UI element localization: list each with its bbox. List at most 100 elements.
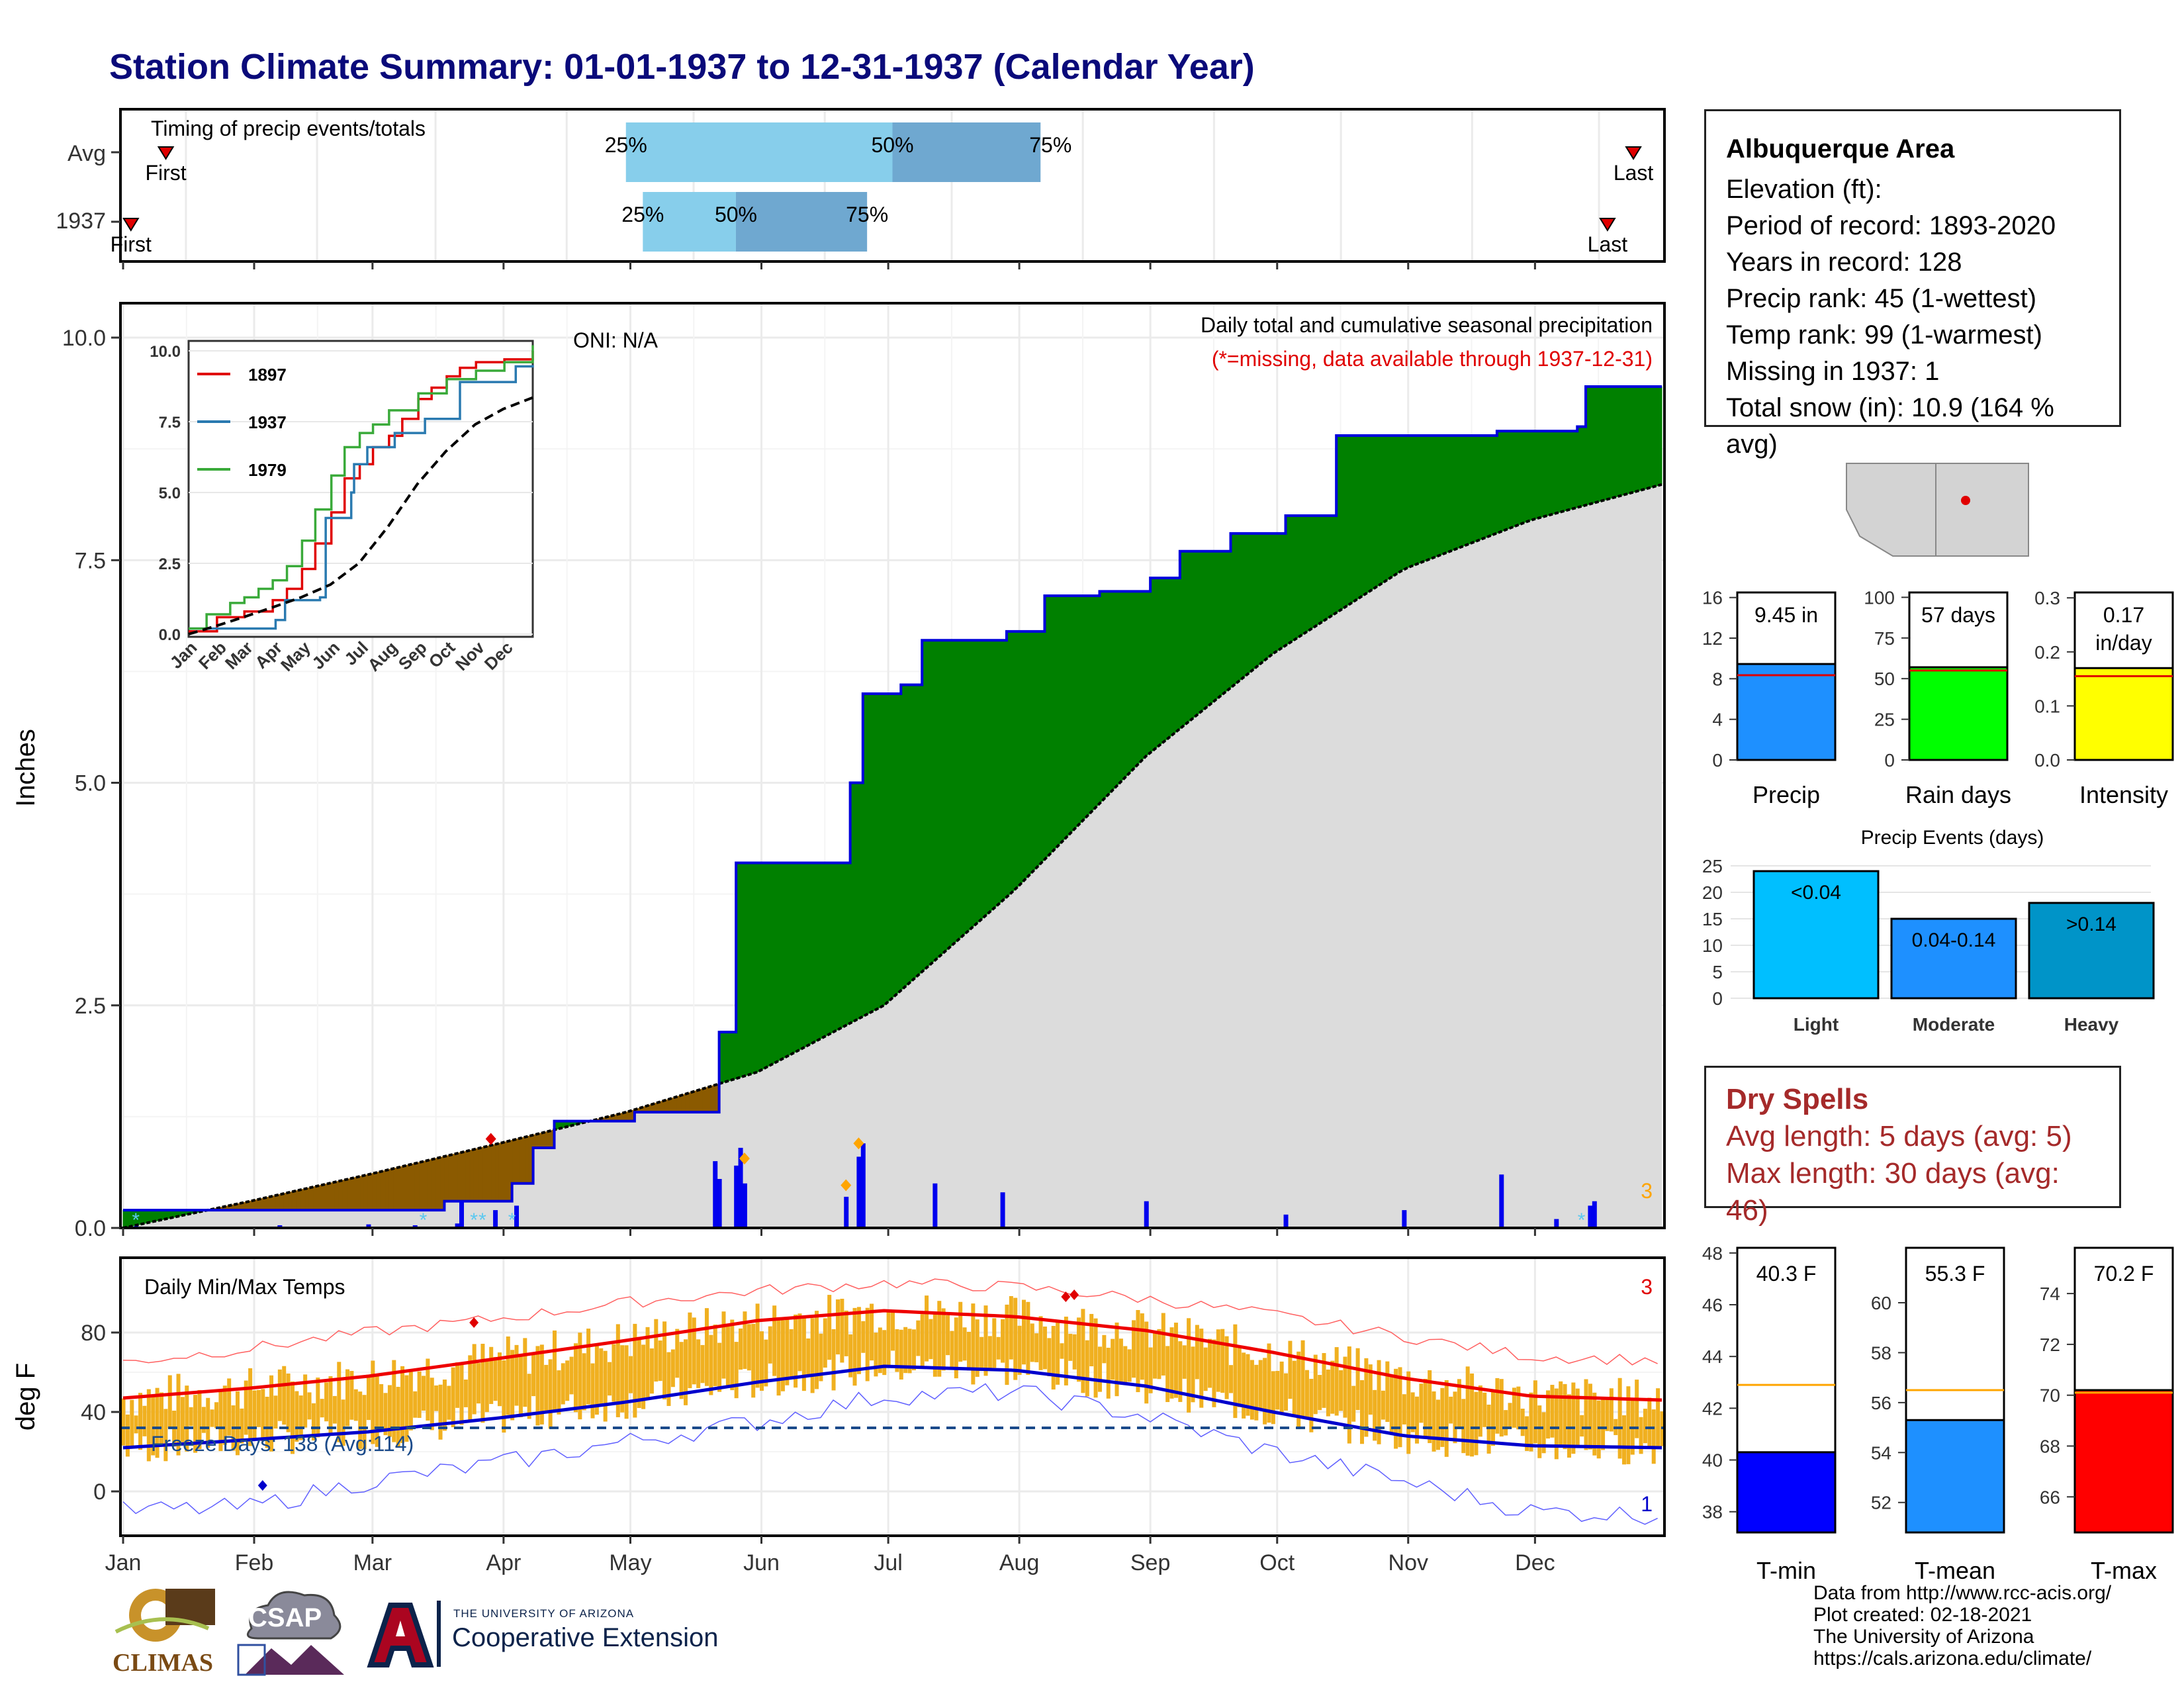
daily-temp-bar — [679, 1342, 684, 1399]
events-tick-label: 25 — [1702, 856, 1723, 876]
daily-temp-bar — [379, 1383, 384, 1431]
temp-marker — [1069, 1289, 1079, 1300]
timing-title: Timing of precip events/totals — [151, 117, 426, 140]
difference-ribbon — [900, 684, 906, 992]
difference-ribbon — [1539, 430, 1544, 518]
precip-rank-text: Precip rank: 45 (1-wettest) — [1726, 284, 2037, 313]
difference-ribbon — [1378, 435, 1383, 586]
difference-ribbon — [1454, 435, 1459, 550]
inset-ytick-label: 5.0 — [159, 485, 181, 502]
daily-temp-bar — [1118, 1338, 1123, 1384]
daily-temp-bar — [1042, 1326, 1047, 1370]
daily-temp-bar — [1085, 1340, 1089, 1397]
difference-ribbon — [1547, 430, 1553, 516]
difference-ribbon — [393, 1167, 398, 1211]
difference-ribbon — [926, 639, 931, 969]
daily-temp-bar — [1588, 1383, 1592, 1450]
difference-ribbon — [1445, 435, 1451, 553]
avg-max-line — [122, 1309, 1662, 1402]
difference-ribbon — [1255, 533, 1261, 669]
difference-ribbon — [807, 863, 813, 1047]
daily-temp-bar — [1322, 1353, 1326, 1408]
difference-ribbon — [1475, 435, 1480, 542]
daily-temp-bar — [1554, 1388, 1559, 1460]
daily-temp-bar — [1449, 1396, 1453, 1424]
daily-temp-bar — [835, 1299, 840, 1355]
daily-temp-bar — [523, 1338, 527, 1407]
events-range-label: >0.14 — [2066, 914, 2116, 935]
credits: Data from http://www.rcc-acis.org/ Plot … — [1813, 1582, 2111, 1669]
daily-temp-bar — [1516, 1386, 1521, 1430]
station-info-box: Albuquerque Area Elevation (ft): Period … — [1704, 109, 2121, 459]
daily-temp-bar — [1512, 1387, 1516, 1428]
daily-temp-bar — [510, 1350, 515, 1421]
daily-temp-bar — [121, 1398, 126, 1446]
daily-temp-bar — [295, 1391, 299, 1442]
difference-ribbon — [795, 863, 800, 1053]
difference-ribbon — [1128, 590, 1134, 774]
main-panel-border — [119, 302, 1666, 1229]
daily-temp-bar — [472, 1344, 477, 1415]
daily-temp-bar — [1339, 1370, 1343, 1411]
last-marker — [1599, 218, 1616, 232]
difference-ribbon — [465, 1150, 471, 1202]
difference-ribbon — [1357, 435, 1362, 600]
difference-ribbon — [1052, 595, 1058, 852]
difference-ribbon — [1141, 590, 1147, 761]
daily-temp-bar — [1617, 1378, 1622, 1459]
difference-ribbon — [1027, 631, 1032, 878]
daily-temp-bar — [163, 1409, 168, 1462]
dry-spells-max: Max length: 30 days (avg: 46) — [1726, 1157, 2060, 1227]
month-label: May — [609, 1550, 651, 1575]
daily-temp-bar — [1140, 1313, 1144, 1380]
difference-ribbon — [469, 1149, 475, 1202]
difference-ribbon — [1530, 430, 1535, 521]
daily-temp-bar — [400, 1366, 405, 1443]
difference-ribbon — [841, 863, 846, 1029]
daily-temp-bar — [1525, 1416, 1529, 1451]
daily-temp-bar — [1157, 1329, 1161, 1380]
difference-ribbon — [744, 863, 749, 1077]
daily-temp-bar — [1001, 1319, 1005, 1363]
timing-p25-label: 25% — [605, 133, 647, 157]
daily-temp-bar — [1651, 1409, 1656, 1464]
daily-temp-bar — [649, 1348, 654, 1394]
difference-ribbon — [326, 1182, 331, 1211]
difference-ribbon — [676, 1095, 682, 1113]
difference-ribbon — [1285, 515, 1291, 647]
events-bar-light — [1752, 870, 1880, 1000]
daily-temp-bar — [971, 1303, 976, 1385]
tmax-tick-label: 66 — [2040, 1487, 2060, 1507]
difference-ribbon — [1137, 590, 1142, 766]
difference-ribbon — [1120, 590, 1126, 783]
daily-temp-bar — [831, 1329, 836, 1391]
difference-ribbon — [338, 1180, 343, 1211]
difference-ribbon — [1040, 631, 1045, 865]
daily-temp-bar — [134, 1415, 138, 1434]
daily-temp-bar — [557, 1370, 561, 1415]
daily-temp-bar — [1537, 1405, 1542, 1458]
daily-temp-bar — [1529, 1392, 1533, 1452]
temp-ylabel: deg F — [11, 1363, 40, 1430]
difference-ribbon — [778, 863, 783, 1062]
daily-temp-bar — [1504, 1410, 1508, 1436]
daily-temp-bar — [1457, 1379, 1461, 1427]
snow-marker: * — [132, 1209, 140, 1231]
difference-ribbon — [689, 1091, 694, 1113]
daily-temp-bar — [844, 1310, 848, 1356]
difference-ribbon — [1543, 430, 1549, 518]
difference-ribbon — [1044, 595, 1050, 861]
tmin-tick-label: 44 — [1702, 1346, 1723, 1367]
difference-ribbon — [494, 1143, 500, 1202]
difference-ribbon — [896, 693, 901, 995]
difference-ribbon — [997, 639, 1003, 906]
daily-temp-bar — [290, 1381, 295, 1454]
main-ytick-label: 5.0 — [75, 771, 106, 796]
daily-temp-bar — [920, 1314, 925, 1367]
daily-temp-bar — [1592, 1392, 1597, 1456]
daily-temp-bar — [248, 1368, 253, 1446]
daily-temp-bar — [1508, 1403, 1512, 1429]
map-new-mexico — [1935, 463, 2029, 557]
difference-ribbon — [1640, 386, 1645, 491]
daily-temp-bar — [1326, 1369, 1330, 1417]
